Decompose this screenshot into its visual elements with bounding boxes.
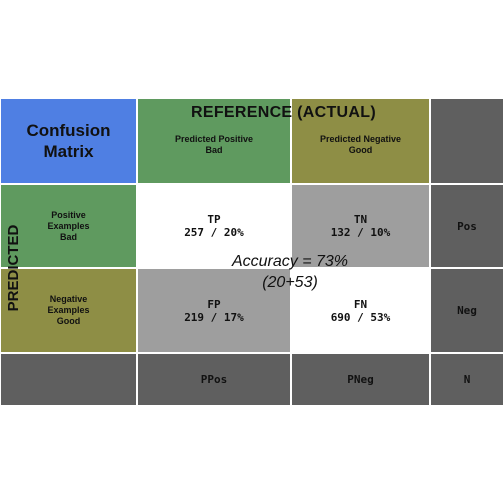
accuracy-line1: Accuracy = 73% [231, 253, 349, 270]
cell-fp-value: 219 / 17% [184, 310, 244, 324]
row-total-neg-label: Neg [457, 304, 477, 317]
row-header-negative: Negative Examples Good [0, 268, 137, 353]
cell-fp: FP 219 / 17% [137, 268, 291, 353]
title-text: Confusion Matrix [26, 120, 110, 162]
row-total-pos: Pos [430, 184, 504, 268]
title-cell: Confusion Matrix [0, 98, 137, 184]
column-header-predicted-positive: Predicted Positive Bad [137, 98, 291, 184]
title-line2: Matrix [43, 142, 94, 161]
row-header-line1: Negative [49, 294, 88, 304]
cell-tn-value: 132 / 10% [330, 226, 391, 239]
corner-cell [430, 98, 504, 184]
accuracy-line2: (20+53) [262, 274, 318, 291]
cell-fp-label: FP [207, 297, 221, 311]
column-total-ppos: PPos [137, 353, 291, 406]
column-total-pneg-label: PNeg [347, 373, 374, 386]
cell-fn: FN 690 / 53% [291, 268, 430, 353]
cell-fn-label: FN [353, 297, 368, 311]
accuracy-annotation: Accuracy = 73% (20+53) [205, 251, 375, 293]
row-header-positive: Positive Examples Bad [0, 184, 137, 268]
column-header-line2: Bad [205, 145, 223, 155]
column-total-ppos-label: PPos [200, 373, 228, 386]
column-header-line1: Predicted Negative [319, 134, 402, 144]
cell-tn-label: TN [353, 213, 368, 226]
column-header-line2: Good [348, 145, 373, 155]
row-header-line2: Examples [47, 220, 90, 231]
row-header-line3: Bad [59, 231, 77, 242]
bottom-left-cell [0, 353, 137, 406]
column-total-pneg: PNeg [291, 353, 430, 406]
row-total-pos-label: Pos [457, 219, 477, 233]
column-header-line1: Predicted Positive [174, 134, 254, 144]
column-header-predicted-negative: Predicted Negative Good [291, 98, 430, 184]
title-line1: Confusion [26, 121, 111, 140]
predicted-header-text: PREDICTED [5, 224, 22, 312]
cell-tp: TP 257 / 20% [137, 184, 291, 268]
cell-fn-value: 690 / 53% [330, 310, 391, 324]
column-total-n-label: N [463, 373, 471, 386]
cell-tn: TN 132 / 10% [291, 184, 430, 268]
cell-tp-label: TP [207, 213, 221, 226]
row-total-neg: Neg [430, 268, 504, 353]
row-header-line1: Positive [51, 209, 86, 220]
row-header-line2: Examples [47, 305, 90, 315]
column-total-n: N [430, 353, 504, 406]
cell-tp-value: 257 / 20% [184, 226, 244, 239]
reference-header: REFERENCE (ACTUAL) [191, 104, 376, 121]
row-header-line3: Good [56, 316, 81, 326]
